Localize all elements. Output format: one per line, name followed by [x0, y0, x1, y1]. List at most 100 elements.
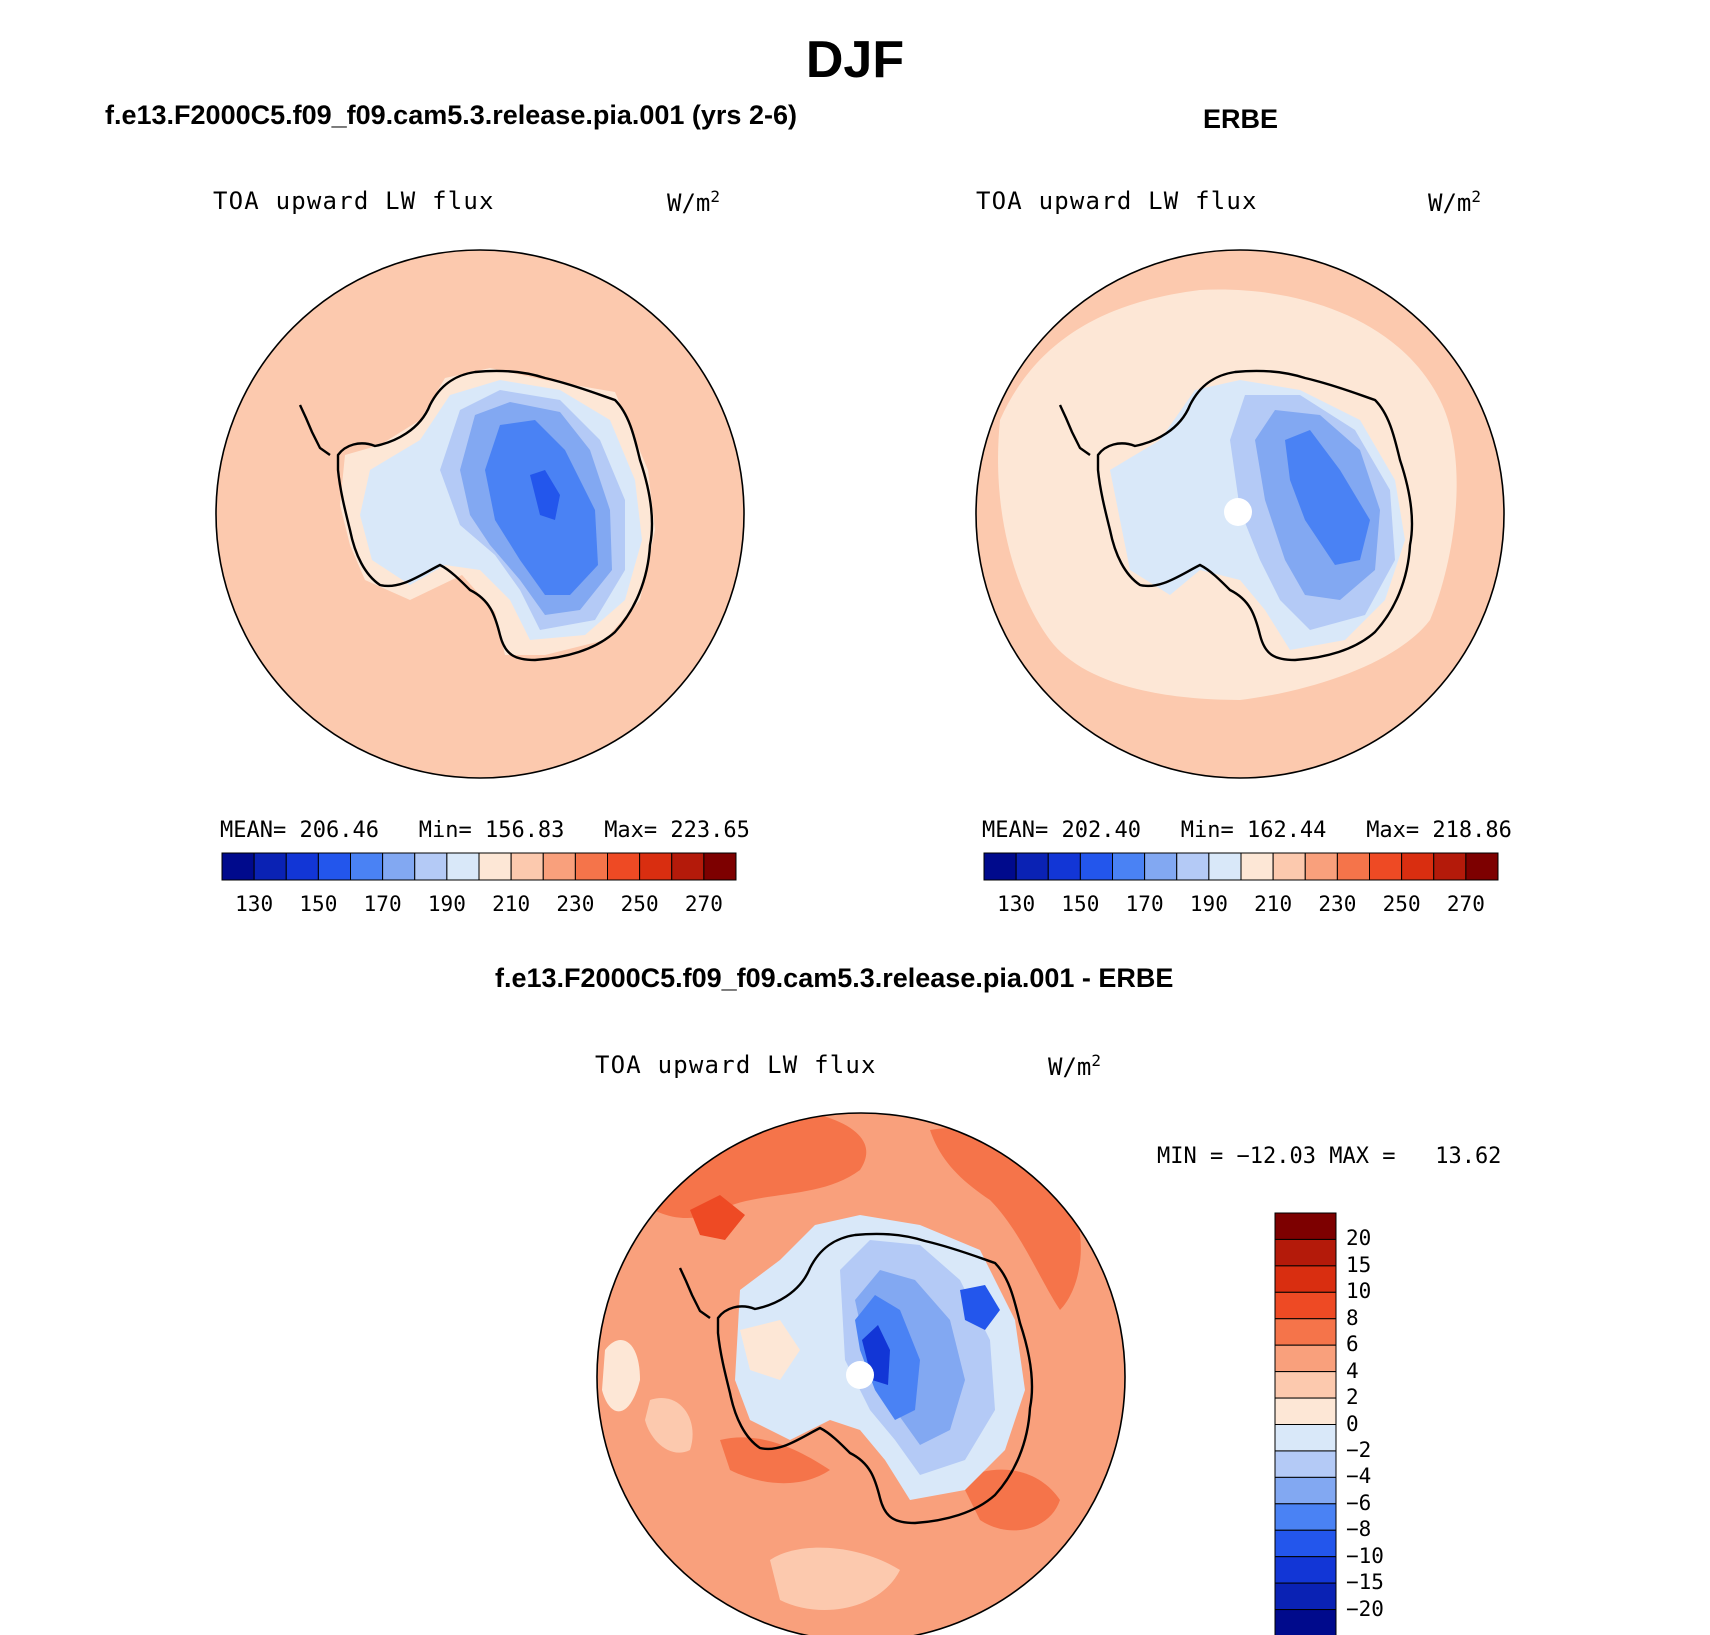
colorbar-tick-label: 4 [1346, 1358, 1359, 1383]
obs-case-title: ERBE [1203, 104, 1279, 134]
colorbar-swatch [350, 852, 384, 881]
colorbar-tick-label: 170 [1125, 892, 1164, 916]
model-max-value: 223.65 [670, 818, 750, 843]
colorbar-tick-label: 8 [1346, 1305, 1359, 1330]
colorbar-swatch [983, 852, 1017, 881]
colorbar-swatch [1208, 852, 1242, 881]
colorbar-tick-label: −15 [1346, 1570, 1384, 1595]
colorbar-tick-label: −4 [1346, 1464, 1372, 1489]
diff-ocean-base [597, 1113, 1125, 1635]
colorbar-swatch [1465, 852, 1499, 881]
model-coastline [298, 369, 654, 662]
obs-ocean-outer [976, 250, 1504, 778]
colorbar-swatch [1274, 1582, 1337, 1611]
colorbar-swatch [414, 852, 448, 881]
colorbar-swatch [317, 852, 351, 881]
obs-ocean-inner [998, 289, 1457, 700]
diff-map-border [596, 1112, 1126, 1635]
colorbar-swatch [1274, 1291, 1337, 1320]
colorbar-swatch [1274, 1424, 1337, 1452]
model-ice-edge [340, 368, 655, 655]
model-map-border [215, 249, 745, 779]
main-title: DJF [805, 31, 905, 89]
obs-ice-deep [1285, 430, 1370, 565]
colorbar-tick-label: 20 [1346, 1226, 1372, 1251]
colorbar-swatch [1274, 1397, 1337, 1425]
colorbar-swatch [1369, 852, 1403, 881]
diff-ice-east [960, 1285, 1000, 1330]
colorbar-swatch [1401, 852, 1435, 881]
obs-units-label: W/m2 [1428, 187, 1481, 217]
colorbar-tick-label: 210 [1254, 892, 1293, 916]
obs-ice-light [1110, 380, 1405, 650]
colorbar-swatch [607, 852, 641, 881]
diff-case-title: f.e13.F2000C5.f09_f09.cam5.3.release.pia… [495, 963, 1174, 993]
colorbar-swatch [1274, 1450, 1337, 1478]
colorbar-tick-label: 130 [997, 892, 1036, 916]
colorbar-swatch [1433, 852, 1467, 881]
colorbar-tick-label: 250 [1382, 892, 1421, 916]
colorbar-tick-label: 2 [1346, 1385, 1359, 1410]
obs-variable-label: TOA upward LW flux [976, 187, 1258, 215]
colorbar-tick-label: 190 [1189, 892, 1228, 916]
colorbar-swatch [1144, 852, 1178, 881]
colorbar-swatch [1240, 852, 1274, 881]
obs-min-value: 162.44 [1246, 818, 1327, 843]
diff-ice-deepest [862, 1325, 890, 1385]
colorbar-tick-label: 0 [1346, 1411, 1359, 1436]
diff-patch-b [930, 1128, 1081, 1310]
obs-ice-mid1 [1230, 395, 1395, 630]
colorbar-swatch [1079, 852, 1113, 881]
colorbar-swatch [446, 852, 480, 881]
diff-patch-c [690, 1195, 745, 1240]
diff-ice-light [735, 1215, 1025, 1500]
colorbar-tick-label: 6 [1346, 1332, 1359, 1357]
colorbar-tick-label: 130 [235, 892, 274, 916]
model-min-value: 156.83 [484, 818, 565, 843]
model-ice-deepest [530, 470, 560, 520]
colorbar-swatch [1272, 852, 1306, 881]
colorbar-swatch [1176, 852, 1210, 881]
obs-max-value: 218.86 [1432, 818, 1512, 843]
colorbar-swatch [1274, 1609, 1337, 1635]
colorbar-tick-label: 10 [1346, 1279, 1372, 1304]
diff-patch-g [770, 1547, 900, 1610]
obs-stats: MEAN= 202.40 Min= 162.44 Max= 218.86 [982, 818, 1512, 843]
diff-pole-hole [846, 1361, 874, 1389]
model-mean-value: 206.46 [299, 818, 379, 843]
colorbar-tick-label: 210 [492, 892, 531, 916]
colorbar-swatch [382, 852, 416, 881]
model-ice-mid1 [440, 390, 625, 630]
colorbar-swatch [639, 852, 673, 881]
colorbar-tick-label: −6 [1346, 1490, 1372, 1515]
colorbar-swatch [1274, 1476, 1337, 1505]
diff-units-label: W/m2 [1048, 1051, 1101, 1081]
colorbar-tick-label: 230 [1318, 892, 1357, 916]
diff-ice-deep [855, 1295, 920, 1420]
colorbar-tick-label: 270 [684, 892, 723, 916]
colorbar-swatch [1047, 852, 1081, 881]
colorbar-swatch [1274, 1238, 1337, 1267]
diff-minmax: MIN = −12.03 MAX = 13.62 [1157, 1144, 1502, 1169]
colorbar-swatch [1304, 852, 1338, 881]
diff-min-value: −12.03 [1236, 1144, 1316, 1169]
colorbar-swatch [542, 852, 576, 881]
colorbar-swatch [510, 852, 544, 881]
diff-patch-f [645, 1398, 693, 1453]
colorbar-swatch [221, 852, 255, 881]
diff-coastline [678, 1232, 1034, 1525]
model-stats: MEAN= 206.46 Min= 156.83 Max= 223.65 [220, 818, 750, 843]
colorbar-swatch [1274, 1265, 1337, 1293]
colorbar-tick-label: 150 [299, 892, 338, 916]
colorbar-swatch [1274, 1503, 1337, 1531]
colorbar-swatch [1274, 1212, 1337, 1240]
obs-coastline [1058, 369, 1414, 662]
diff-patch-h [602, 1340, 640, 1412]
obs-mean-value: 202.40 [1061, 818, 1141, 843]
colorbar-tick-label: −20 [1346, 1596, 1384, 1621]
colorbar-tick-label: 150 [1061, 892, 1100, 916]
model-variable-label: TOA upward LW flux [213, 187, 495, 215]
diff-ice-pos [740, 1320, 800, 1380]
diff-patch-d [960, 1469, 1060, 1531]
colorbar-swatch [1274, 1529, 1337, 1558]
